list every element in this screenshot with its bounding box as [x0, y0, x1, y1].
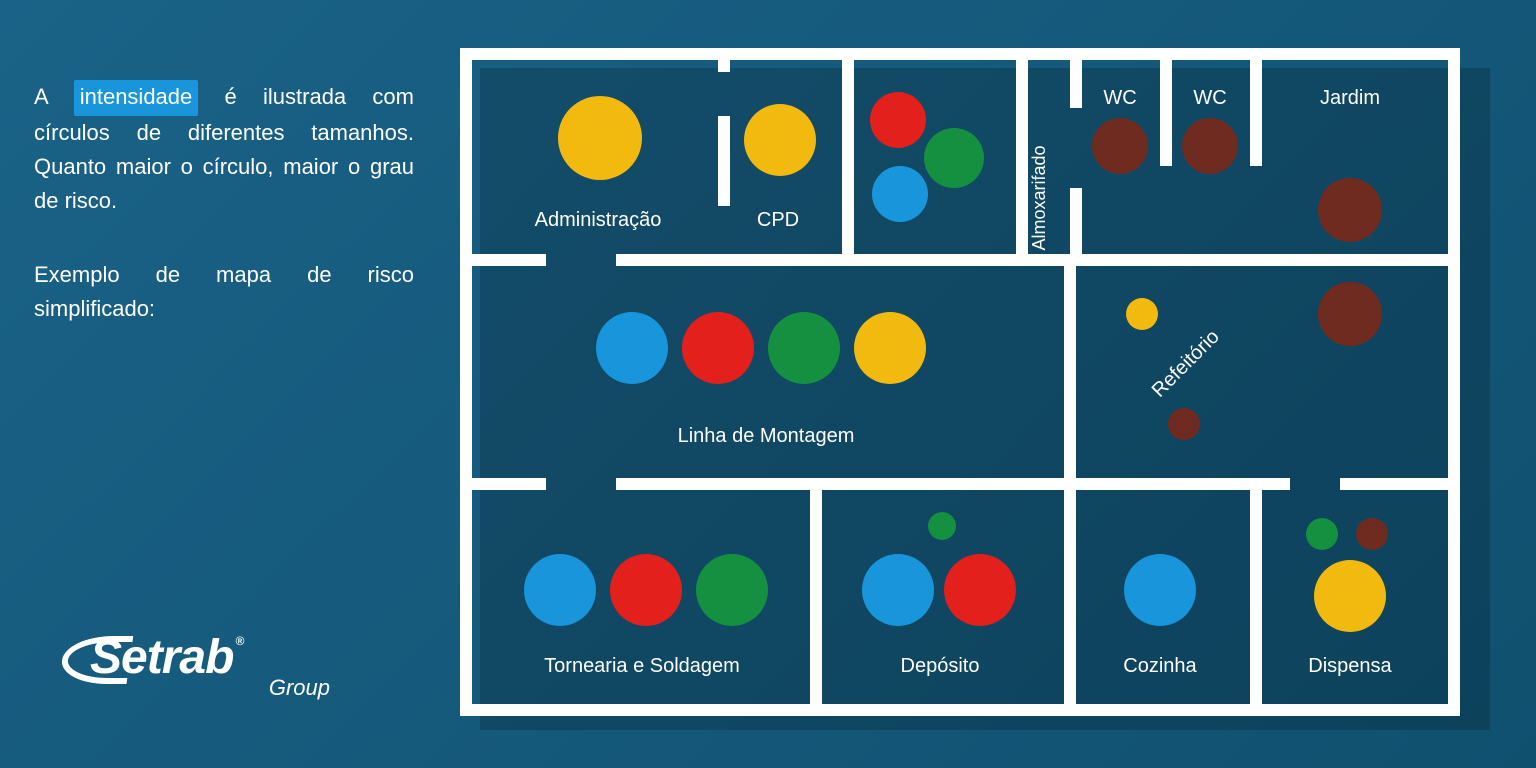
wall-segment	[810, 484, 822, 716]
risk-circle	[1092, 118, 1148, 174]
risk-circle	[1314, 560, 1386, 632]
description-paragraph: A intensidade é ilustrada com círculos d…	[34, 80, 414, 218]
risk-circle	[596, 312, 668, 384]
floor-plan-svg: Administração CPD Almoxarifado WC WC Jardim Li…	[460, 48, 1500, 728]
risk-circle	[1306, 518, 1338, 550]
risk-circle	[872, 166, 928, 222]
wall-segment	[1064, 254, 1076, 490]
room-label: WC	[1103, 87, 1136, 109]
room-label: CPD	[757, 209, 799, 231]
risk-circle	[1356, 518, 1388, 550]
room-label: Almoxarifado	[1029, 145, 1049, 250]
risk-circle	[928, 512, 956, 540]
room-label: Refeitório	[1148, 326, 1224, 402]
room-label: Dispensa	[1308, 655, 1392, 677]
wall-segment	[1340, 478, 1460, 490]
wall-segment	[1070, 254, 1460, 266]
logo-main: Setrab®	[90, 630, 350, 685]
description-column: A intensidade é ilustrada com círculos d…	[34, 80, 414, 327]
description-subtitle: Exemplo de mapa de risco simplificado:	[34, 258, 414, 326]
risk-circle	[768, 312, 840, 384]
risk-circle	[558, 96, 642, 180]
wall-segment	[1064, 484, 1076, 716]
logo-registered: ®	[235, 634, 243, 648]
wall-segment	[1250, 484, 1262, 716]
risk-circle	[744, 104, 816, 176]
wall-segment	[718, 48, 730, 72]
risk-circle	[524, 554, 596, 626]
risk-circle	[862, 554, 934, 626]
risk-circle	[1124, 554, 1196, 626]
risk-circle	[1168, 408, 1200, 440]
room-label: Jardim	[1320, 87, 1380, 109]
risk-circle	[696, 554, 768, 626]
wall-segment	[1064, 478, 1290, 490]
risk-circle	[870, 92, 926, 148]
wall-segment	[1016, 56, 1028, 266]
risk-circle	[682, 312, 754, 384]
room-label: Linha de Montagem	[678, 425, 855, 447]
brand-logo: Setrab® Group	[90, 630, 350, 701]
risk-circle	[610, 554, 682, 626]
floor-plan: Administração CPD Almoxarifado WC WC Jardim Li…	[460, 48, 1500, 728]
wall-segment	[1250, 48, 1262, 166]
room-label: Depósito	[901, 655, 980, 677]
wall-segment	[1070, 48, 1082, 108]
risk-circle	[924, 128, 984, 188]
risk-circle	[854, 312, 926, 384]
wall-segment	[616, 478, 1076, 490]
wall-segment	[1160, 48, 1172, 166]
risk-circle	[944, 554, 1016, 626]
risk-circle	[1318, 178, 1382, 242]
desc-pre: A	[34, 84, 74, 109]
highlight-word: intensidade	[74, 80, 199, 116]
room-label: Tornearia e Soldagem	[544, 655, 740, 677]
wall-segment	[460, 704, 1460, 716]
wall-segment	[718, 116, 730, 206]
risk-circle	[1318, 282, 1382, 346]
wall-segment	[1448, 48, 1460, 716]
risk-circle	[1126, 298, 1158, 330]
wall-segment	[460, 478, 546, 490]
wall-segment	[842, 56, 854, 266]
wall-segment	[460, 48, 1460, 60]
risk-circle	[1182, 118, 1238, 174]
room-label: Administração	[535, 209, 662, 231]
room-label: Cozinha	[1123, 655, 1197, 677]
room-label: WC	[1193, 87, 1226, 109]
wall-segment	[460, 48, 472, 716]
wall-segment	[460, 254, 546, 266]
